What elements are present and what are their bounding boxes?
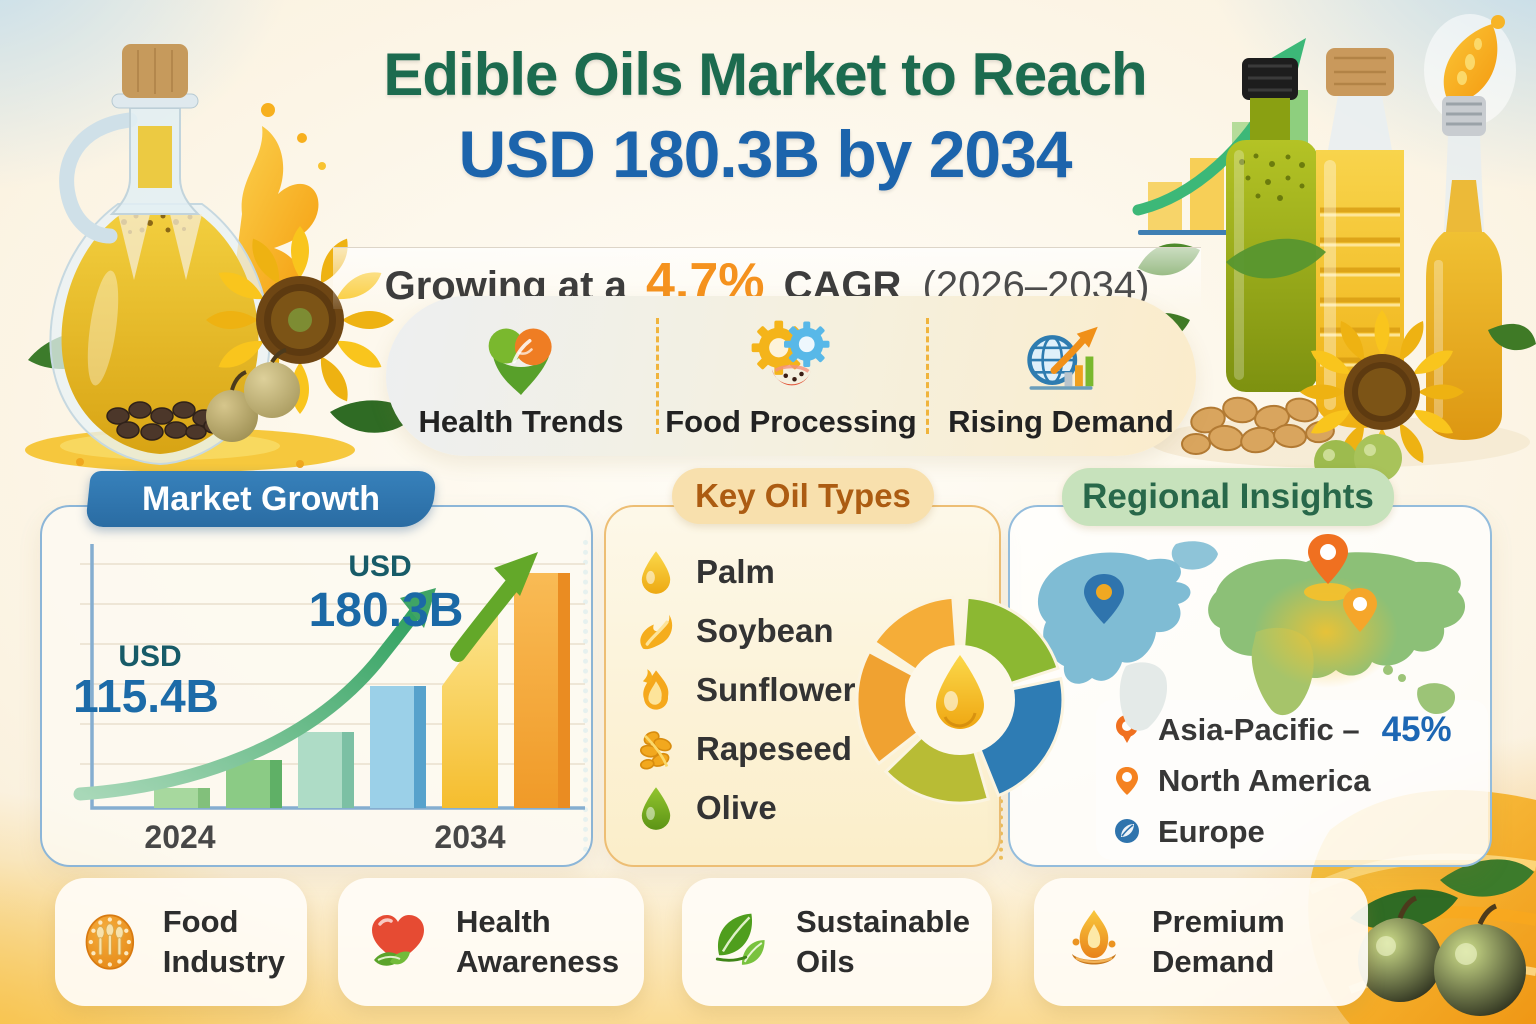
driver-rising-demand: Rising Demand xyxy=(926,296,1196,456)
driver-health-trends: Health Trends xyxy=(386,296,656,456)
olive xyxy=(1434,924,1526,1016)
oil-bottles-illustration xyxy=(1130,14,1536,480)
legend-label: Europe xyxy=(1158,813,1265,849)
heart-leaves-icon xyxy=(372,915,424,966)
driver-separator xyxy=(656,318,659,434)
leaf xyxy=(1488,323,1536,351)
badge-label: Premium Demand xyxy=(1152,902,1285,981)
driver-food-processing: Food Processing xyxy=(656,296,926,456)
oil-types-list: Palm Soybean Sunflower xyxy=(634,542,934,837)
start-currency-label: USD xyxy=(118,640,181,673)
oil-item-palm: Palm xyxy=(634,542,934,601)
driver-label: Rising Demand xyxy=(948,404,1174,439)
badge-line2: Demand xyxy=(1152,944,1275,979)
badge-label: Food Industry xyxy=(163,902,285,981)
growth-swoosh-arrow xyxy=(73,599,427,801)
green-leaves-icon xyxy=(715,913,765,965)
map-greenland xyxy=(1171,541,1218,570)
map-pin-russia xyxy=(1308,534,1348,584)
oil-item-label: Olive xyxy=(696,788,777,826)
gears-food-icon xyxy=(751,320,830,386)
utensils-plate-icon xyxy=(85,914,135,970)
leaf xyxy=(1226,238,1326,279)
regional-insights-heading: Regional Insights xyxy=(1082,477,1374,516)
donut-segments xyxy=(855,595,1065,805)
key-oil-types-heading: Key Oil Types xyxy=(695,477,911,514)
sunflower xyxy=(1300,310,1464,474)
chart-bars xyxy=(154,573,570,808)
market-drivers-row: Health Trends xyxy=(386,296,1196,456)
x-axis-end-year: 2034 xyxy=(434,819,505,855)
sunflower xyxy=(206,226,394,414)
badge-label: Health Awareness xyxy=(456,902,619,981)
world-map xyxy=(1037,534,1466,731)
legend-value: 45% xyxy=(1381,709,1452,749)
badge-line2: Awareness xyxy=(456,944,620,979)
cruet-handle xyxy=(59,112,138,244)
map-south-america xyxy=(1119,662,1168,731)
badge-sustainable-oils: Sustainable Oils xyxy=(682,878,992,1006)
green-droplet-icon xyxy=(641,786,671,830)
map-australia xyxy=(1417,683,1456,714)
driver-separator xyxy=(926,318,929,434)
badge-label: Sustainable Oils xyxy=(796,902,970,981)
olive xyxy=(1358,918,1442,1002)
page-title-line1: Edible Oils Market to Reach xyxy=(383,41,1147,108)
badge-premium-demand: Premium Demand xyxy=(1034,878,1368,1006)
legend-row-north-america: North America xyxy=(1112,755,1492,806)
map-pin-north-america xyxy=(1084,574,1124,624)
oil-item-olive: Olive xyxy=(634,778,934,837)
x-axis-start-year: 2024 xyxy=(144,819,215,855)
oil-cruet-sunflower-illustration xyxy=(25,44,414,472)
badge-line2: Industry xyxy=(162,944,285,979)
badge-food-industry: Food Industry xyxy=(55,878,307,1006)
gold-seed-icon xyxy=(639,730,672,770)
regional-insights-pill: Regional Insights xyxy=(1062,468,1394,526)
gold-flame-icon xyxy=(642,668,669,710)
olive xyxy=(244,362,300,418)
orange-pin-icon xyxy=(1116,766,1138,795)
driver-label: Health Trends xyxy=(418,404,624,439)
blue-leaf-icon xyxy=(1115,818,1139,843)
legend-label: North America xyxy=(1158,762,1371,798)
oil-item-label: Rapeseed xyxy=(696,729,852,767)
globe-growth-icon xyxy=(1027,326,1098,390)
oil-droplet-icon xyxy=(936,655,984,729)
oil-item-sunflower: Sunflower xyxy=(634,660,934,719)
gold-splash-icon xyxy=(640,614,673,649)
golden-flame-bowl-icon xyxy=(1072,910,1116,965)
market-growth-banner: Market Growth xyxy=(85,471,437,527)
map-pin-asia xyxy=(1343,588,1377,632)
oil-item-label: Soybean xyxy=(696,611,834,649)
page-title-line2: USD 180.3B by 2034 xyxy=(458,117,1072,191)
start-value-label: 115.4B xyxy=(73,670,219,722)
olive xyxy=(206,390,258,442)
market-growth-chart: USD 115.4B USD 180.3B 2024 2034 xyxy=(73,544,585,855)
regional-legend-box xyxy=(1096,700,1488,860)
gold-droplet-icon xyxy=(641,550,671,594)
driver-label: Food Processing xyxy=(665,404,917,439)
badge-health-awareness: Health Awareness xyxy=(338,878,644,1006)
badge-line1: Food xyxy=(162,904,239,940)
oil-item-soybean: Soybean xyxy=(634,601,934,660)
badge-line1: Health xyxy=(456,904,551,940)
market-growth-heading: Market Growth xyxy=(141,479,381,518)
badge-line2: Oils xyxy=(796,944,855,979)
map-north-america xyxy=(1037,552,1191,684)
oil-item-label: Sunflower xyxy=(696,670,856,708)
end-value-label: 180.3B xyxy=(309,584,464,637)
seeds-cluster xyxy=(106,401,225,441)
oil-item-label: Palm xyxy=(696,552,775,590)
leaf xyxy=(1440,859,1534,897)
key-oil-types-pill: Key Oil Types xyxy=(672,468,934,524)
oil-item-rapeseed: Rapeseed xyxy=(634,719,934,778)
legend-row-europe: Europe xyxy=(1112,806,1492,857)
legend-label: Asia-Pacific – xyxy=(1158,711,1360,747)
oil-types-donut-chart xyxy=(855,595,1065,805)
end-currency-label: USD xyxy=(348,550,411,583)
badge-line1: Sustainable xyxy=(796,904,970,940)
heart-leaf-icon xyxy=(488,328,552,395)
badge-line1: Premium xyxy=(1152,904,1285,940)
